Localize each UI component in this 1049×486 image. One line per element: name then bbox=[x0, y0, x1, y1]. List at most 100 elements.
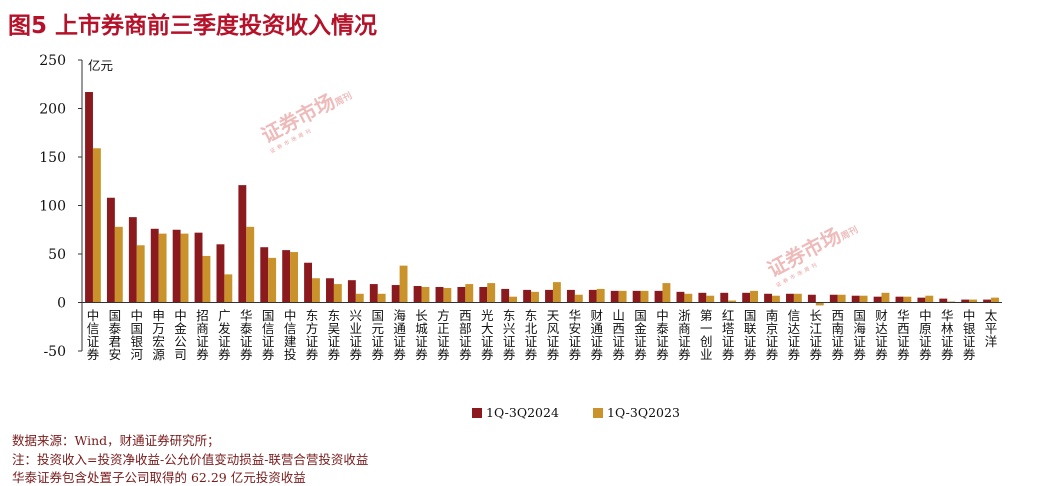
bar-2023 bbox=[706, 295, 715, 303]
bar-2024 bbox=[479, 286, 488, 303]
bars bbox=[82, 92, 1002, 306]
bar-2024 bbox=[435, 286, 444, 303]
bar-2023 bbox=[202, 255, 211, 303]
bar-2024 bbox=[128, 217, 137, 303]
x-tick-label: 国金证券 bbox=[634, 308, 647, 362]
bar-2024 bbox=[106, 197, 115, 303]
x-tick-label: 财通证券 bbox=[591, 308, 604, 362]
x-tick-label: 红塔证券 bbox=[722, 308, 735, 362]
footnote-1: 注：投资收入=投资净收益-公允价值变动损益-联营合营投资收益 bbox=[12, 452, 369, 467]
bar-2024 bbox=[194, 232, 203, 303]
x-tick-label: 兴业证券 bbox=[350, 308, 363, 362]
x-tick-label: 华林证券 bbox=[941, 308, 954, 362]
bar-2023 bbox=[552, 282, 561, 303]
x-tick-label: 太平洋 bbox=[985, 308, 998, 349]
x-tick-label: 国联证券 bbox=[744, 308, 757, 362]
x-tick-label: 长江证券 bbox=[810, 308, 823, 362]
bar-2023 bbox=[815, 302, 824, 306]
bar-2024 bbox=[304, 262, 312, 303]
x-tick-label: 国信证券 bbox=[262, 308, 275, 362]
x-tick-label: 方正证券 bbox=[437, 308, 450, 362]
bar-2024 bbox=[764, 293, 772, 303]
bar-2024 bbox=[150, 228, 159, 303]
x-tick-label: 申万宏源 bbox=[152, 308, 165, 362]
x-tick-label: 广发证券 bbox=[218, 308, 231, 362]
bar-2023 bbox=[903, 296, 912, 303]
bar-2023 bbox=[246, 226, 255, 303]
legend-item-2024: 1Q-3Q2024 bbox=[472, 405, 559, 420]
bar-2023 bbox=[465, 284, 474, 303]
bar-2023 bbox=[290, 252, 298, 303]
bar-2023 bbox=[684, 293, 693, 303]
bar-2023 bbox=[531, 291, 539, 303]
x-tick-label: 山西证券 bbox=[612, 308, 625, 362]
y-axis: -50 0 50 100 150 200 250 bbox=[39, 53, 83, 360]
bar-2023 bbox=[750, 290, 758, 303]
bar-2024 bbox=[369, 284, 378, 303]
bar-2023 bbox=[859, 295, 868, 303]
bar-2024 bbox=[807, 294, 816, 303]
legend-label-2023: 1Q-3Q2023 bbox=[607, 405, 680, 420]
x-tick-label: 中银证券 bbox=[963, 308, 976, 362]
figure-title: 图5 上市券商前三季度投资收入情况 bbox=[8, 13, 378, 39]
y-tick-label: 0 bbox=[57, 296, 66, 312]
bar-2023 bbox=[881, 292, 890, 303]
x-tick-label: 东方证券 bbox=[306, 308, 319, 362]
bar-2023 bbox=[377, 293, 386, 303]
y-unit-label: 亿元 bbox=[88, 58, 113, 73]
x-tick-label: 天风证券 bbox=[547, 308, 560, 362]
bar-2024 bbox=[829, 294, 838, 303]
bar-2023 bbox=[268, 257, 277, 303]
bar-2023 bbox=[399, 265, 408, 303]
x-tick-label: 中国银河 bbox=[131, 308, 144, 362]
bar-2024 bbox=[85, 92, 93, 303]
bar-2023 bbox=[662, 283, 671, 303]
x-tick-label: 东吴证券 bbox=[328, 308, 341, 362]
x-tick-label: 东兴证券 bbox=[503, 308, 516, 362]
y-tick-label: 50 bbox=[48, 247, 66, 263]
bar-2023 bbox=[991, 297, 999, 303]
bar-2023 bbox=[487, 283, 496, 303]
bar-2024 bbox=[983, 299, 992, 303]
x-tick-label: 招商证券 bbox=[196, 308, 209, 362]
x-tick-label: 华安证券 bbox=[569, 308, 582, 362]
bar-2023 bbox=[793, 293, 802, 303]
x-tick-label: 海通证券 bbox=[393, 308, 406, 362]
bar-2023 bbox=[925, 295, 934, 303]
x-tick-label: 长城证券 bbox=[415, 308, 428, 362]
bar-2024 bbox=[873, 296, 882, 303]
bar-2023 bbox=[596, 288, 605, 303]
x-tick-label: 国元证券 bbox=[371, 308, 384, 362]
bar-2023 bbox=[837, 294, 846, 303]
x-tick-label: 光大证券 bbox=[481, 308, 494, 362]
bar-2024 bbox=[216, 244, 225, 303]
bar-2023 bbox=[618, 290, 627, 303]
x-tick-label: 南京证券 bbox=[766, 308, 779, 362]
bar-2024 bbox=[545, 289, 553, 303]
bar-2024 bbox=[961, 299, 970, 303]
bar-2024 bbox=[939, 298, 948, 303]
x-tick-label: 中信证券 bbox=[87, 308, 100, 362]
bar-2023 bbox=[114, 226, 123, 303]
bar-2024 bbox=[742, 292, 751, 303]
y-tick-label: 250 bbox=[39, 53, 66, 69]
bar-2023 bbox=[421, 286, 430, 303]
legend-label-2024: 1Q-3Q2024 bbox=[486, 405, 559, 420]
bar-2024 bbox=[238, 185, 247, 303]
bar-2024 bbox=[501, 288, 510, 303]
bar-2023 bbox=[574, 294, 583, 303]
x-tick-label: 国海证券 bbox=[853, 308, 866, 362]
bar-2024 bbox=[282, 250, 291, 303]
bar-2024 bbox=[851, 295, 860, 303]
bar-2023 bbox=[640, 290, 649, 303]
legend-item-2023: 1Q-3Q2023 bbox=[593, 405, 680, 420]
bar-2024 bbox=[326, 278, 334, 303]
x-tick-label: 信达证券 bbox=[788, 308, 801, 362]
footnote-2: 华泰证券包含处置子公司取得的 62.29 亿元投资收益 bbox=[12, 470, 306, 485]
bar-2024 bbox=[917, 297, 926, 303]
source-note: 数据来源：Wind，财通证券研究所； bbox=[12, 433, 220, 448]
bar-2023 bbox=[312, 278, 320, 303]
bar-2024 bbox=[566, 289, 575, 303]
bar-2023 bbox=[969, 299, 978, 303]
bar-2024 bbox=[413, 286, 422, 303]
